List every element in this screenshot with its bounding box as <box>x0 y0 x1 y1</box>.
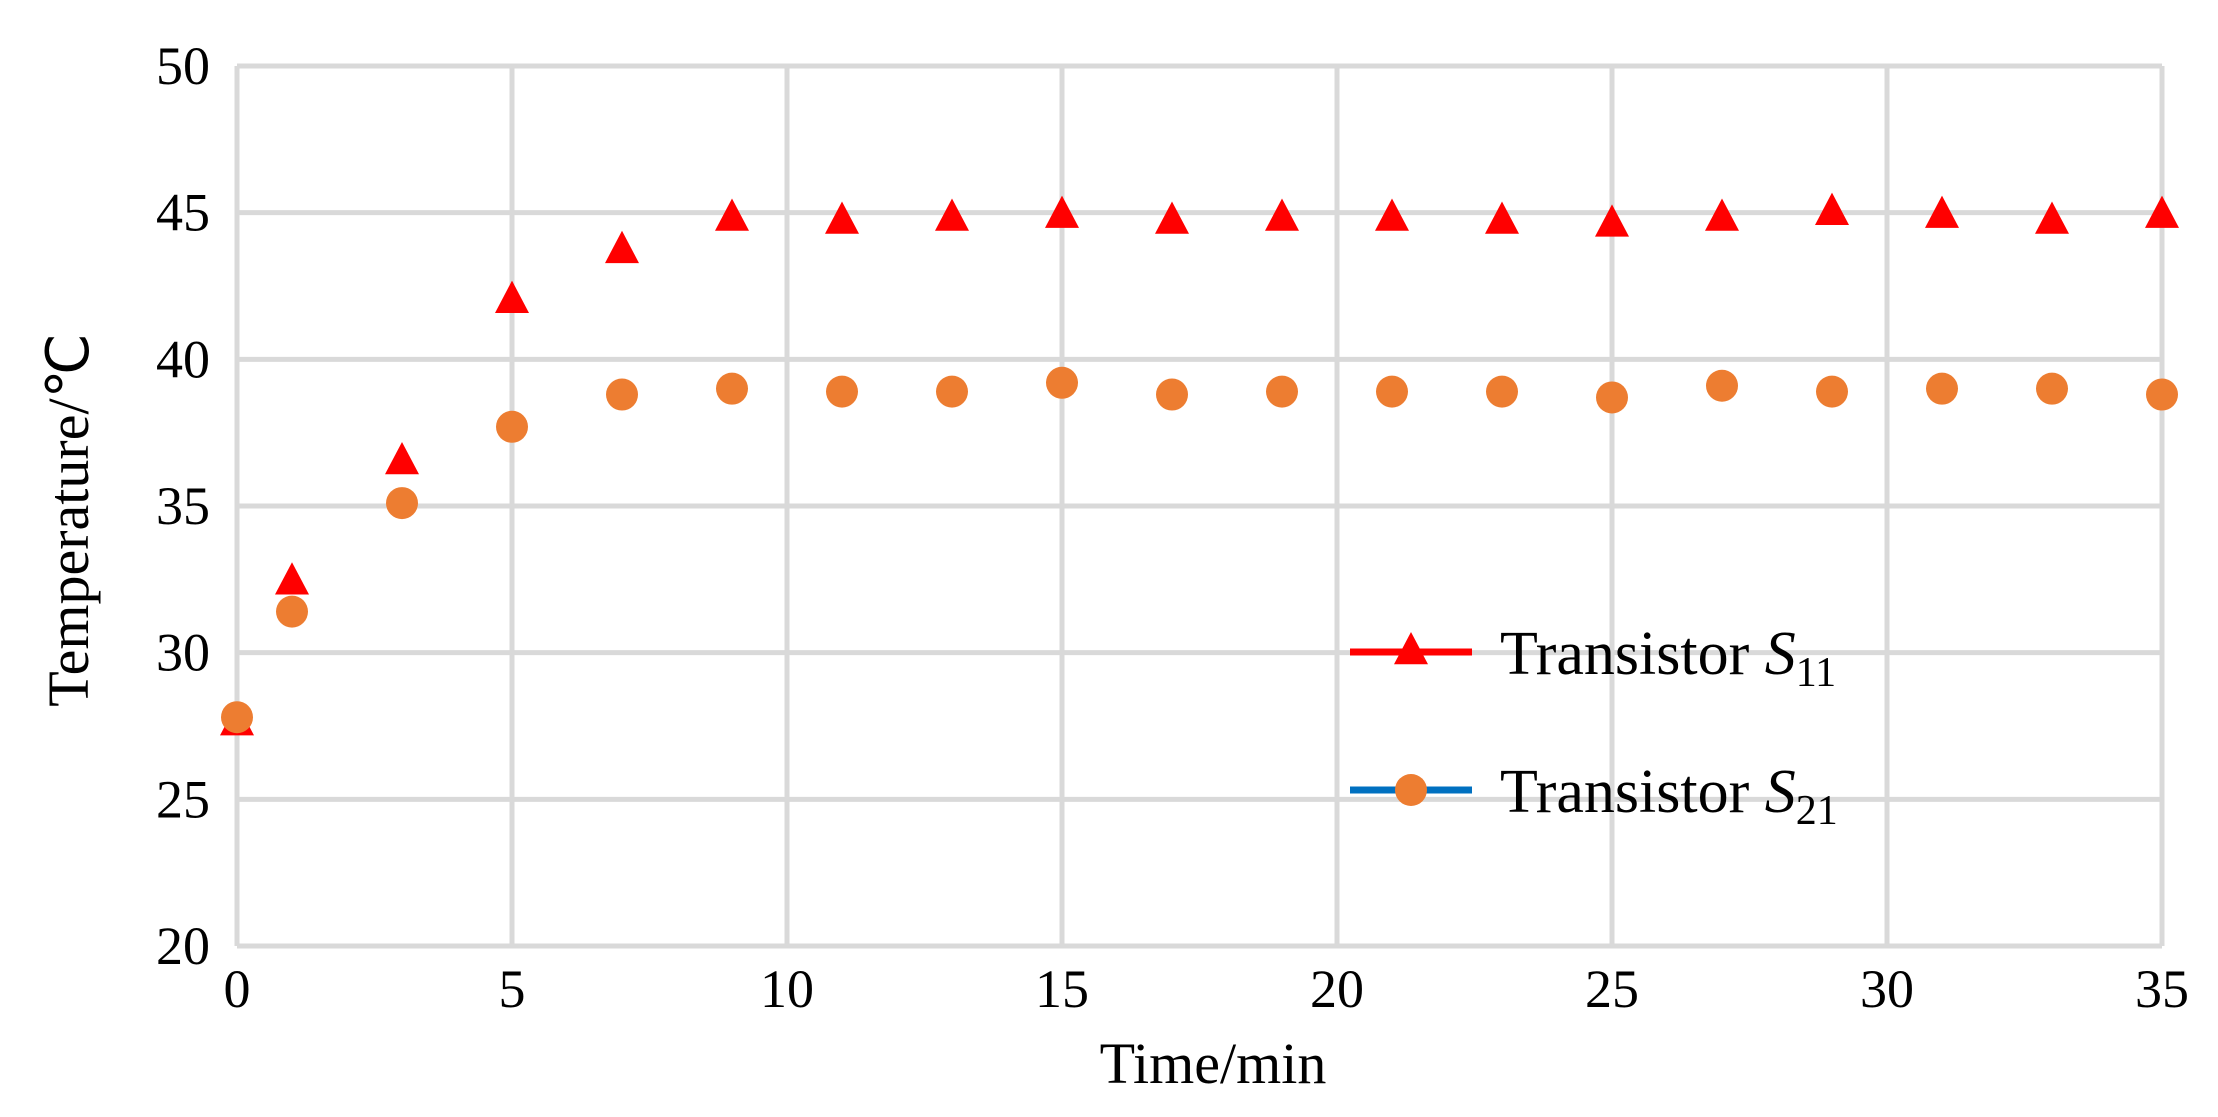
data-point-circle <box>2036 372 2068 405</box>
data-point-triangle <box>2145 195 2179 228</box>
data-point-circle <box>276 595 308 628</box>
data-point-triangle <box>935 198 969 231</box>
legend-item: Transistor S11 <box>1350 620 1836 696</box>
data-point-triangle <box>715 198 749 231</box>
legend-label: Transistor S21 <box>1500 758 1838 834</box>
data-point-circle <box>936 375 968 408</box>
data-point-triangle <box>275 562 309 595</box>
data-point-triangle <box>1265 198 1299 231</box>
x-tick-label: 35 <box>2135 959 2189 1019</box>
data-point-triangle <box>1595 204 1629 237</box>
x-axis-title: Time/min <box>1100 1031 1327 1096</box>
x-tick-label: 30 <box>1860 959 1914 1019</box>
y-tick-label: 45 <box>156 183 210 243</box>
data-point-circle <box>221 701 253 734</box>
y-tick-label: 20 <box>156 916 210 976</box>
data-point-circle <box>1266 375 1298 408</box>
series-layer <box>220 192 2179 736</box>
data-point-circle <box>2146 378 2178 411</box>
data-point-circle <box>606 378 638 411</box>
data-point-triangle <box>1375 198 1409 231</box>
tick-labels: 20 25 30 35 40 45 50 0 5 10 15 20 25 30 35 <box>156 36 2189 1019</box>
y-tick-label: 25 <box>156 769 210 829</box>
data-point-triangle <box>1705 198 1739 231</box>
data-point-circle <box>1816 375 1848 408</box>
legend-triangle-marker <box>1394 631 1428 665</box>
data-point-circle <box>1926 372 1958 405</box>
legend: Transistor S11 Transistor S21 <box>1350 620 1838 834</box>
data-point-circle <box>1706 369 1738 402</box>
data-point-triangle <box>2035 201 2069 234</box>
y-tick-label: 35 <box>156 476 210 536</box>
y-axis-title: Temperature/℃ <box>36 333 101 706</box>
data-point-circle <box>386 487 418 520</box>
data-point-triangle <box>1815 192 1849 225</box>
data-point-circle <box>1156 378 1188 411</box>
legend-label: Transistor S11 <box>1500 620 1836 696</box>
axis-titles: Time/min Temperature/℃ <box>36 333 1326 1096</box>
grid <box>234 63 2165 949</box>
x-tick-label: 20 <box>1310 959 1364 1019</box>
legend-circle-marker <box>1395 774 1427 806</box>
x-tick-label: 15 <box>1035 959 1089 1019</box>
data-point-circle <box>716 372 748 405</box>
data-point-circle <box>1486 375 1518 408</box>
data-point-circle <box>1046 366 1078 399</box>
data-point-circle <box>826 375 858 408</box>
y-tick-label: 50 <box>156 36 210 96</box>
data-point-triangle <box>1045 195 1079 228</box>
data-point-triangle <box>1155 201 1189 234</box>
y-tick-label: 30 <box>156 623 210 683</box>
data-point-triangle <box>385 441 419 475</box>
x-tick-label: 0 <box>224 959 251 1019</box>
data-point-circle <box>1596 381 1628 414</box>
data-point-circle <box>1376 375 1408 408</box>
data-point-triangle <box>1925 195 1959 228</box>
x-tick-label: 10 <box>760 959 814 1019</box>
y-tick-label: 40 <box>156 329 210 389</box>
x-tick-label: 25 <box>1585 959 1639 1019</box>
data-point-triangle <box>495 280 529 313</box>
x-tick-label: 5 <box>499 959 526 1019</box>
data-point-triangle <box>1485 201 1519 234</box>
data-point-circle <box>496 410 528 443</box>
series-2 <box>221 366 2178 734</box>
legend-item: Transistor S21 <box>1350 758 1838 834</box>
data-point-triangle <box>605 230 639 264</box>
data-point-triangle <box>825 201 859 234</box>
